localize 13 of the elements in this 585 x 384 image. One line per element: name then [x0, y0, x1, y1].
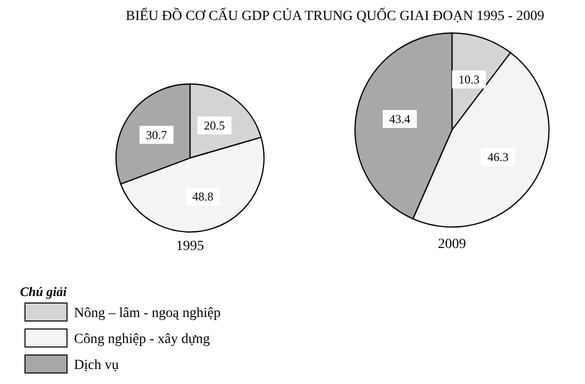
legend-label: Nông – lâm - ngoą nghiệp: [74, 306, 221, 321]
legend-title: Chú giải: [20, 284, 67, 299]
text: 1995: [176, 239, 204, 254]
data-label: 30.7: [146, 128, 168, 142]
text: 2009: [438, 237, 466, 252]
data-label: 20.5: [204, 118, 225, 132]
data-label: 43.4: [389, 112, 410, 126]
data-label: 48.8: [192, 190, 214, 204]
legend-label: Dịch vụ: [74, 358, 119, 373]
text: BIỂU ĐỒ CƠ CẤU GDP CỦA TRUNG QUỐC GIAI ĐOẠN 1995 - 2009: [126, 7, 544, 24]
legend-label: Công nghiệp - xây dựng: [74, 332, 210, 347]
data-label: 46.3: [488, 150, 509, 164]
data-label: 10.3: [458, 72, 480, 86]
